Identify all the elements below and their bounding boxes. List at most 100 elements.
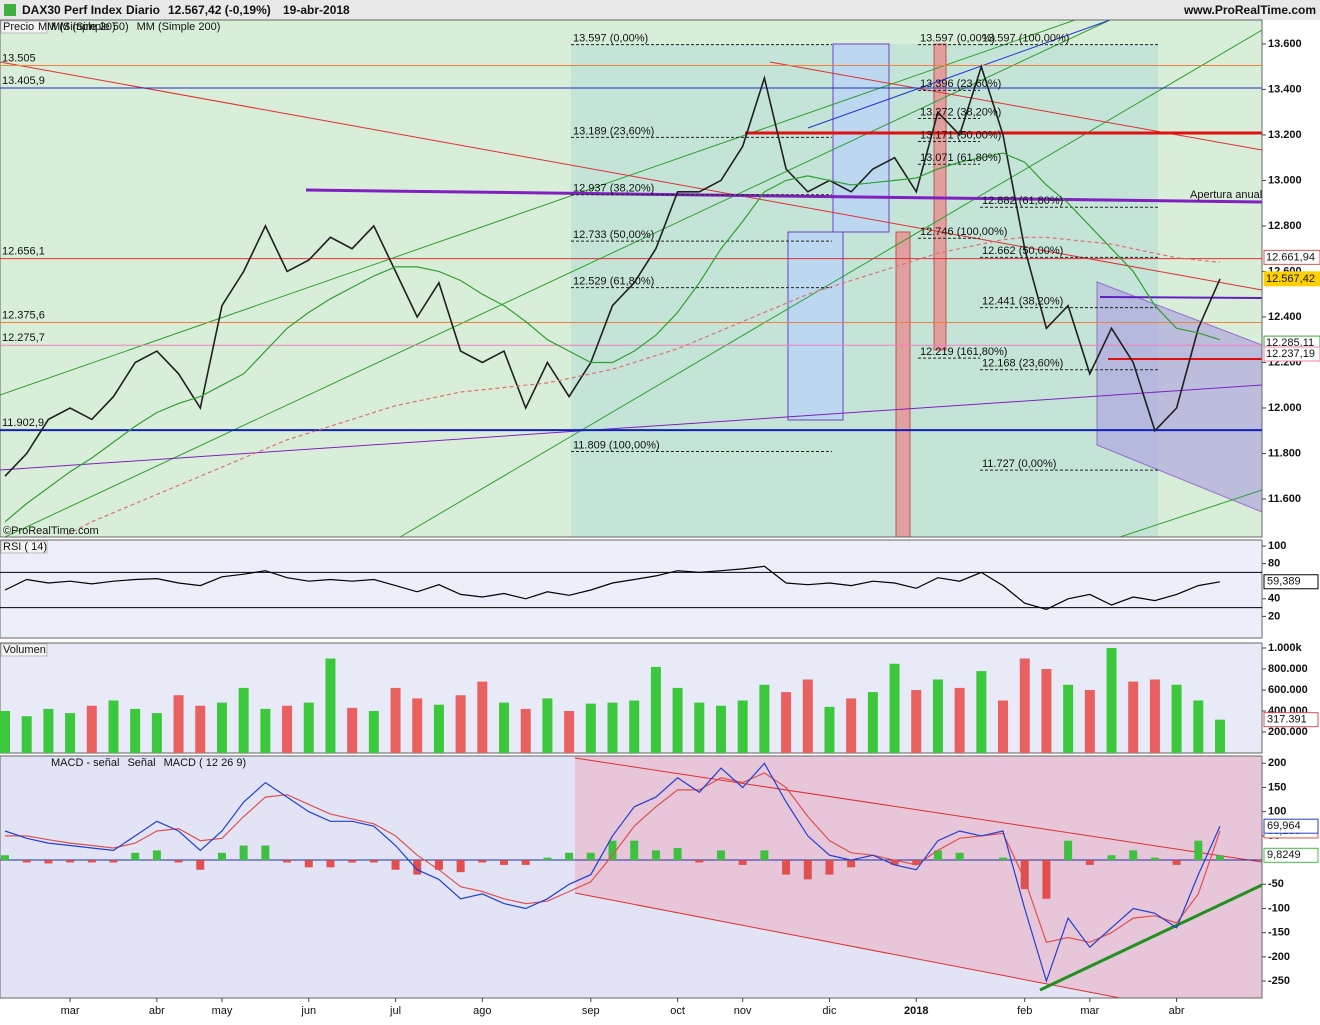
x-tick-label: jun	[300, 1005, 316, 1017]
volume-bar	[325, 658, 336, 753]
y-tick-label: 40	[1268, 593, 1280, 605]
volume-bar	[390, 687, 401, 753]
header-period: Diario	[126, 3, 160, 17]
panel-label-bg	[0, 20, 48, 34]
series-line	[5, 772, 1221, 944]
y-tick-label: -200	[1268, 951, 1290, 963]
copyright: ©ProRealTime.com	[3, 525, 99, 537]
volume-bar	[108, 700, 119, 753]
fib-label: 12.529 (61,80%)	[573, 276, 654, 288]
y-tick-label: -150	[1268, 927, 1290, 939]
volume-bar	[303, 702, 314, 753]
histogram-bar	[326, 860, 335, 868]
panel	[0, 44, 1262, 537]
histogram-bar	[174, 860, 183, 863]
y-tick-label: 13.000	[1268, 174, 1302, 186]
histogram-bar	[283, 860, 292, 863]
histogram-bar	[1129, 850, 1138, 861]
series-line	[4, 565, 1221, 610]
panel-label: Volumen	[3, 644, 46, 656]
histogram-bar	[1042, 860, 1051, 899]
trend-lines	[0, 20, 1262, 537]
y-tick-label: 11.600	[1268, 493, 1301, 505]
y-tick-label: 13.600	[1268, 38, 1302, 50]
histogram-bar	[478, 860, 487, 863]
y-tick-label: 200	[1268, 757, 1286, 769]
header-quote: 12.567,42 (-0,19%)	[168, 3, 271, 17]
histogram-bar	[716, 850, 725, 861]
volume-bar	[238, 687, 249, 753]
price-marker	[1263, 271, 1320, 287]
box	[787, 231, 844, 421]
x-tick-label: may	[212, 1005, 233, 1017]
x-tick-label: mar	[61, 1005, 80, 1017]
macd-channel	[575, 756, 1262, 998]
histogram-bar	[933, 850, 942, 861]
annotation: Apertura anual	[1190, 189, 1262, 201]
histogram-bar	[196, 860, 205, 870]
histogram-bar	[456, 860, 465, 873]
histogram-bar	[109, 860, 118, 863]
histogram-bar	[348, 860, 357, 863]
histogram-bar	[1020, 860, 1029, 890]
fib-label: 13.171 (50,00%)	[920, 129, 1001, 141]
x-tick-label: sep	[582, 1005, 600, 1017]
y-tick-label: 800.000	[1268, 663, 1308, 675]
trend-line	[1119, 489, 1262, 537]
trend-line	[399, 29, 1262, 537]
volume-bar	[216, 702, 227, 753]
volume-bar	[1063, 684, 1074, 753]
volume-bar	[737, 700, 748, 753]
panel	[0, 762, 1262, 984]
panel-label-bg	[0, 643, 48, 657]
fib-label: 13.272 (38,20%)	[920, 106, 1001, 118]
fib-label: 12.937 (38,20%)	[573, 183, 654, 195]
trend-line	[4, 20, 1111, 537]
volume-bar	[672, 687, 683, 753]
volume-bar	[347, 707, 358, 753]
fib-label: 13.597 (100,00%)	[982, 32, 1069, 44]
volume-bar	[65, 713, 76, 753]
y-tick-label: 600.000	[1268, 684, 1308, 696]
histogram-bar	[912, 860, 921, 865]
rsi-bg	[0, 540, 1262, 638]
histogram-bar	[434, 860, 443, 870]
volume-bar	[1106, 647, 1117, 753]
level-label: 13.505	[2, 52, 36, 64]
histogram-bar	[152, 850, 161, 861]
y-tick-label: 12.800	[1268, 220, 1302, 232]
trend-line	[769, 61, 1262, 151]
volume-bar	[976, 671, 987, 753]
fib-label: 12.441 (38,20%)	[982, 296, 1063, 308]
series-line	[4, 152, 1221, 523]
histogram-bar	[304, 860, 313, 868]
legend-entry: MACD - señal	[51, 757, 119, 769]
volume-bar	[759, 684, 770, 753]
volume-bar	[43, 708, 54, 753]
header-date: 19-abr-2018	[283, 3, 350, 17]
volume-bar	[889, 663, 900, 753]
trend-line	[1039, 883, 1263, 992]
y-tick-label: 13.400	[1268, 83, 1302, 95]
fib-label: 12.882 (61,80%)	[982, 195, 1063, 207]
trend-line	[0, 20, 1076, 396]
volume-bar	[781, 692, 792, 753]
histogram-bar	[217, 852, 226, 861]
histogram-bar	[1194, 840, 1203, 861]
volume-bar	[1041, 668, 1052, 753]
price-marker	[1263, 249, 1320, 265]
price-marker	[1263, 346, 1320, 362]
level-label: 12.375,6	[2, 309, 45, 321]
panel	[0, 647, 1225, 753]
panel-label-bg	[0, 540, 48, 554]
box	[832, 43, 890, 233]
legend-entry: MM (Simple 200)	[137, 21, 221, 33]
histogram-bar	[825, 860, 834, 875]
histogram-bar	[413, 860, 422, 875]
x-tick-label: 2018	[904, 1005, 928, 1017]
histogram-bar	[608, 840, 617, 861]
volume-bar	[1193, 700, 1204, 753]
histogram-bar	[630, 840, 639, 861]
y-tick-label: 13.200	[1268, 129, 1302, 141]
